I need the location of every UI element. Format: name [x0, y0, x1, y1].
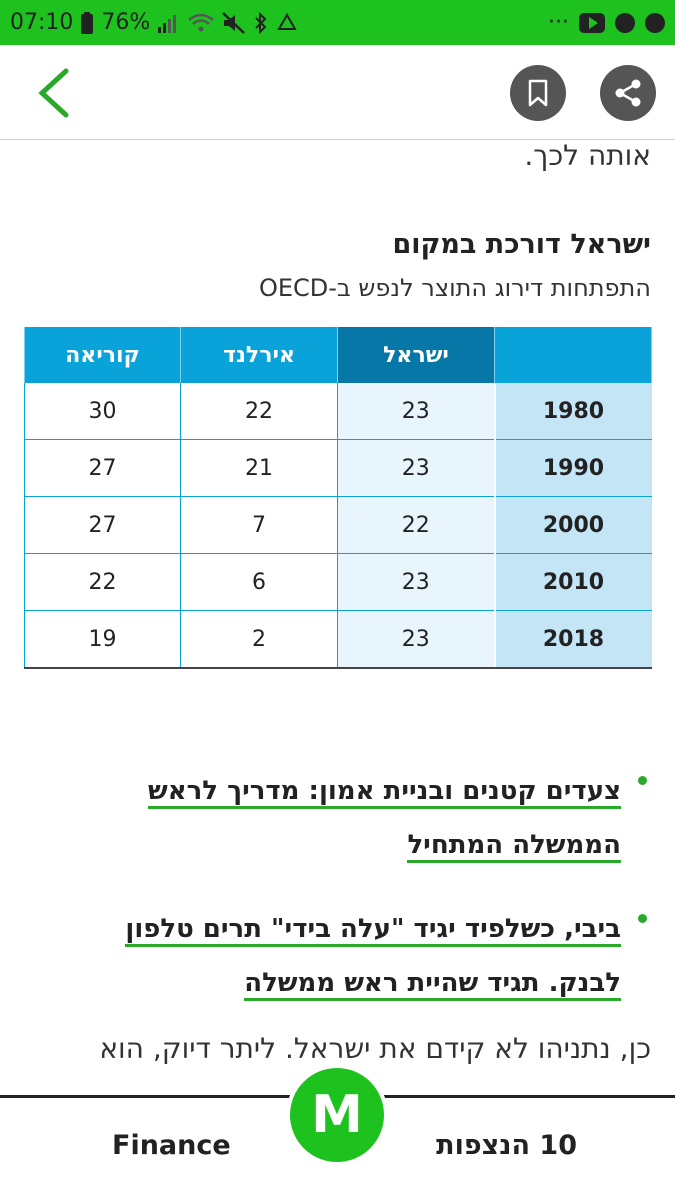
related-article-link[interactable]: ביבי, כשלפיד יגיד "עלה בידי" תרים טלפון …	[125, 914, 621, 1001]
bullet-icon	[638, 914, 647, 923]
status-bar: 07:10 76% ···	[0, 0, 675, 45]
bookmark-icon	[528, 79, 548, 107]
list-item: ביבי, כשלפיד יגיד "עלה בידי" תרים טלפון …	[51, 902, 651, 1010]
cell-israel: 23	[337, 610, 495, 669]
cell-ireland: 7	[180, 496, 338, 554]
table-row: 2018 23 2 19	[24, 610, 652, 669]
cell-year: 1990	[493, 439, 652, 497]
cell-year: 2018	[493, 610, 652, 669]
cell-korea: 27	[24, 439, 181, 497]
share-icon	[615, 79, 641, 107]
battery-percent: 76%	[101, 10, 151, 35]
home-logo-button[interactable]: M	[286, 1064, 388, 1166]
status-time: 07:10	[10, 10, 74, 35]
cell-korea: 19	[24, 610, 181, 669]
cell-israel: 23	[337, 439, 495, 497]
bottom-nav-bar: Finance M 10 הנצפות	[0, 1064, 675, 1200]
table-title: ישראל דורכת במקום	[392, 229, 651, 260]
header-korea: קוריאה	[24, 327, 181, 383]
gdp-ranking-table: ישראל אירלנד קוריאה 1980 23 22 30 1990 2…	[24, 327, 652, 669]
article-paragraph: כן, נתניהו לא קידם את ישראל. ליתר דיוק, …	[99, 1032, 651, 1065]
status-right: ···	[548, 10, 665, 35]
list-item: צעדים קטנים ובניית אמון: מדריך לראש הממש…	[51, 764, 651, 872]
recycle-icon	[276, 12, 298, 33]
battery-icon	[81, 11, 94, 34]
chevron-left-icon	[38, 68, 69, 118]
app-notification-icon	[615, 12, 635, 33]
cell-israel: 23	[337, 553, 495, 611]
bullet-icon	[638, 776, 647, 785]
cell-korea: 22	[24, 553, 181, 611]
table-row: 1990 23 21 27	[24, 439, 652, 497]
toolbar	[0, 45, 675, 140]
mute-icon	[222, 11, 246, 34]
back-button[interactable]	[28, 65, 78, 121]
facebook-icon	[645, 12, 665, 33]
cell-year: 1980	[493, 383, 652, 440]
bookmark-button[interactable]	[510, 65, 566, 121]
table-header-row: ישראל אירלנד קוריאה	[24, 327, 652, 383]
cell-ireland: 21	[180, 439, 338, 497]
cell-korea: 30	[24, 383, 181, 440]
tab-finance[interactable]: Finance	[112, 1130, 231, 1161]
cell-korea: 27	[24, 496, 181, 554]
bluetooth-icon	[254, 11, 268, 34]
header-year	[494, 327, 652, 383]
tab-most-viewed[interactable]: 10 הנצפות	[436, 1130, 577, 1161]
table-row: 2000 22 7 27	[24, 496, 652, 554]
signal-icon	[158, 13, 180, 33]
cell-ireland: 22	[180, 383, 338, 440]
share-button[interactable]	[600, 65, 656, 121]
article-paragraph: אותה לכך.	[524, 139, 651, 172]
cell-ireland: 6	[180, 553, 338, 611]
cell-ireland: 2	[180, 610, 338, 669]
status-left: 07:10 76%	[10, 10, 298, 35]
cell-israel: 23	[337, 383, 495, 440]
table-subtitle: התפתחות דירוג התוצר לנפש ב-OECD	[258, 274, 651, 302]
cell-israel: 22	[337, 496, 495, 554]
related-articles-list: צעדים קטנים ובניית אמון: מדריך לראש הממש…	[51, 764, 651, 1040]
cell-year: 2000	[493, 496, 652, 554]
header-israel: ישראל	[337, 327, 495, 383]
cell-year: 2010	[493, 553, 652, 611]
related-article-link[interactable]: צעדים קטנים ובניית אמון: מדריך לראש הממש…	[147, 776, 621, 863]
youtube-icon	[579, 12, 605, 33]
status-more-icon: ···	[548, 10, 569, 35]
table-row: 1980 23 22 30	[24, 383, 652, 440]
table-row: 2010 23 6 22	[24, 553, 652, 611]
header-ireland: אירלנד	[180, 327, 338, 383]
wifi-icon	[188, 13, 215, 33]
